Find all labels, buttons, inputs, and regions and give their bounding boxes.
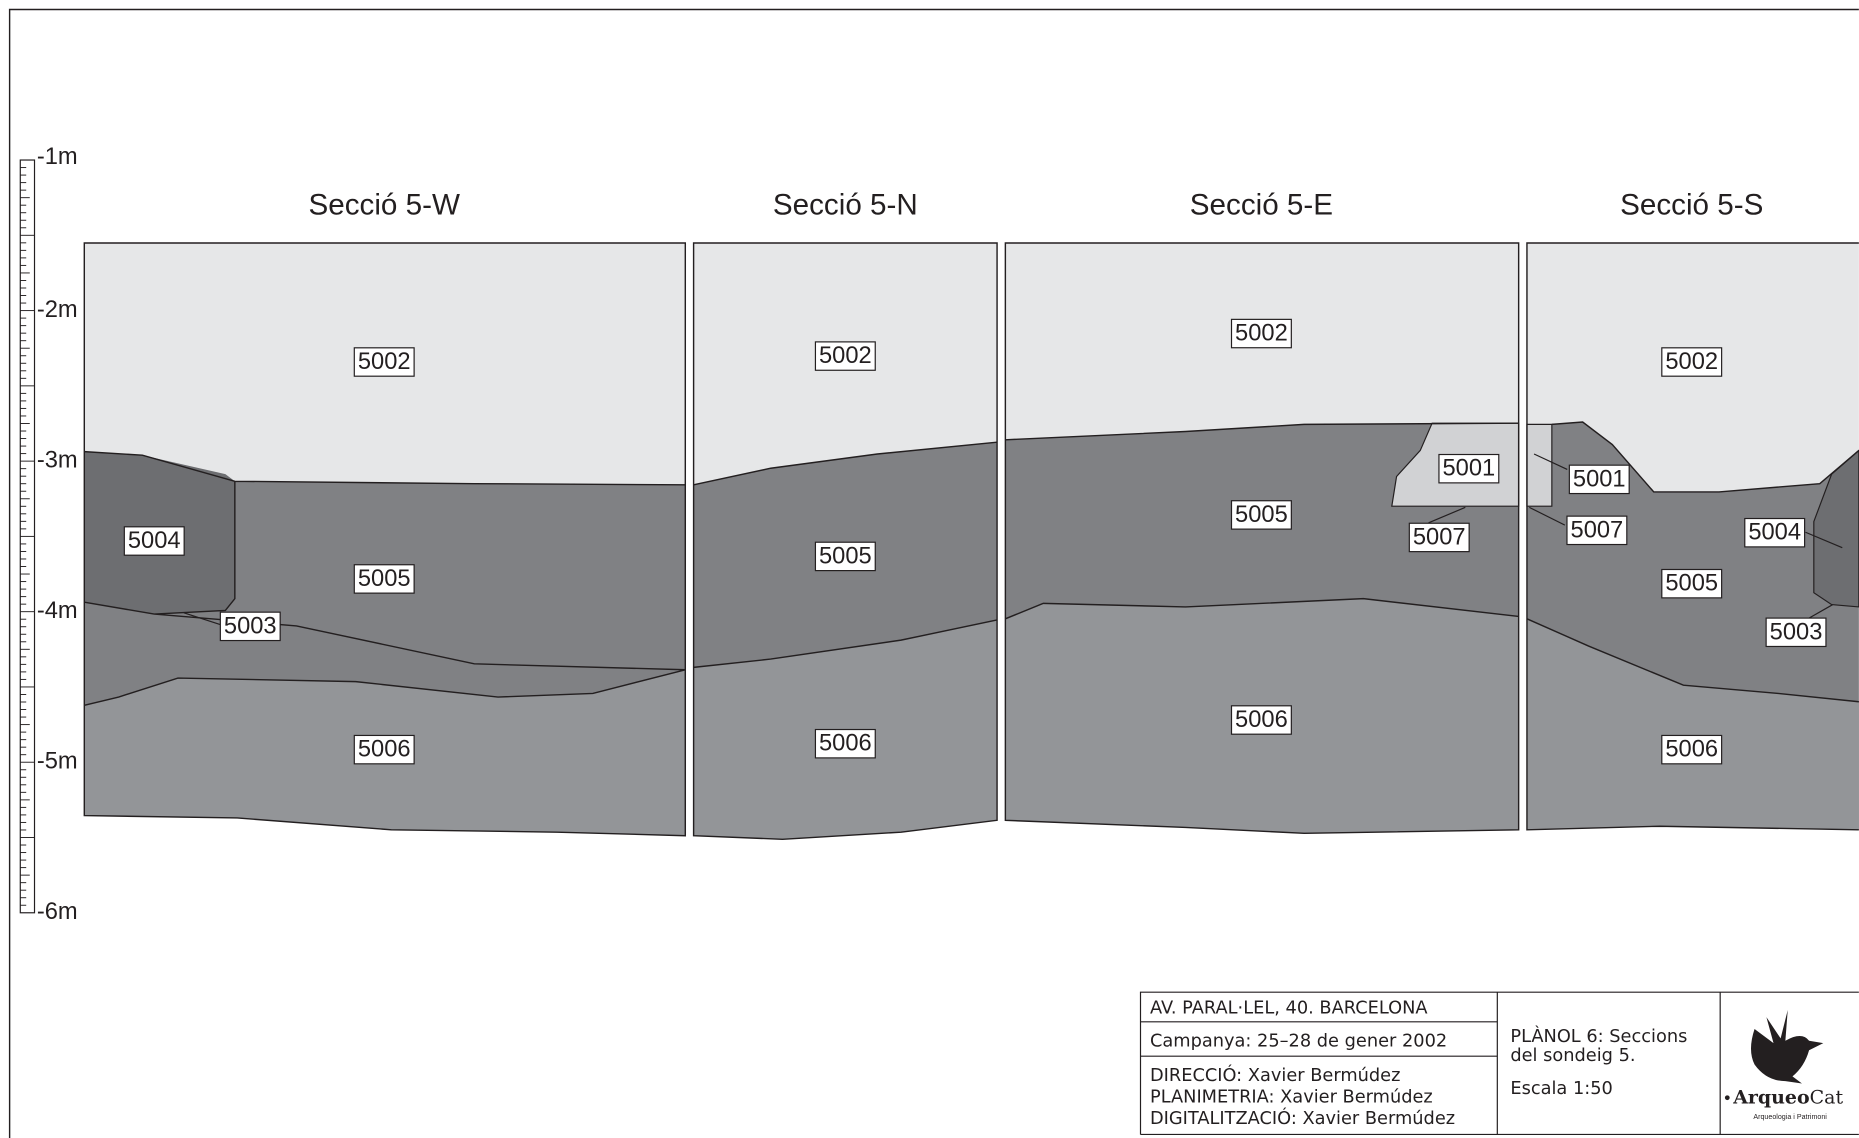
plan-title: del sondeig 5. xyxy=(1510,1045,1635,1066)
layer-label: 5007 xyxy=(1413,524,1466,550)
logo-name: Cat xyxy=(1810,1087,1844,1109)
label-box xyxy=(814,341,876,371)
label-box xyxy=(353,734,415,765)
layer-label: 5006 xyxy=(1665,737,1718,763)
label-box xyxy=(1661,347,1723,377)
logo-bird xyxy=(1750,1009,1824,1084)
label-box xyxy=(1408,522,1470,553)
label-box xyxy=(1230,500,1292,530)
layer-label: 5005 xyxy=(358,566,411,592)
logo: ArqueoCat Arqueologia i Patrimoni xyxy=(1724,1009,1843,1121)
site-name: AV. PARAL·LEL, 40. BARCELONA xyxy=(1150,998,1428,1019)
layer-5006 xyxy=(1526,618,1859,830)
layer-boundaries xyxy=(1526,421,1859,703)
label-box xyxy=(1230,705,1292,735)
layer-boundaries xyxy=(693,441,998,669)
layer-boundaries xyxy=(84,450,686,707)
depth-scale xyxy=(19,159,36,914)
layer-label: 5005 xyxy=(1235,502,1288,528)
layer-label: 5004 xyxy=(128,528,181,554)
layer-label: 5002 xyxy=(358,349,411,375)
label-box xyxy=(814,541,876,572)
label-box xyxy=(1744,517,1806,548)
depth-label: -1m xyxy=(37,144,78,170)
layer-label: 5006 xyxy=(819,731,872,757)
section-title: Secció 5-S xyxy=(1620,189,1763,222)
credit: PLANIMETRIA: Xavier Bermúdez xyxy=(1150,1086,1433,1107)
label-box xyxy=(1230,318,1292,349)
label-box xyxy=(353,347,415,377)
label-box xyxy=(1661,568,1723,599)
label-box xyxy=(123,526,185,556)
layer-label: 5001 xyxy=(1443,456,1496,482)
label-box xyxy=(814,728,876,759)
sheet-border xyxy=(8,8,1859,1138)
label-box xyxy=(1568,464,1630,495)
layer-label: 5002 xyxy=(1235,321,1288,347)
label-box xyxy=(353,564,415,594)
leader-line xyxy=(1807,604,1834,620)
layer-label: 5001 xyxy=(1573,466,1626,492)
layer-label: 5005 xyxy=(819,543,872,569)
title-block-frame xyxy=(1139,991,1859,1136)
section-outline xyxy=(83,242,687,837)
section-w xyxy=(83,242,687,837)
depth-label: -4m xyxy=(37,598,78,624)
svg-text:ArqueoCat: ArqueoCat xyxy=(1732,1087,1843,1109)
layer-label: 5003 xyxy=(224,613,277,639)
section-outline xyxy=(1526,242,1859,831)
leader-line xyxy=(1428,506,1466,524)
section-outline xyxy=(1004,242,1520,835)
label-box xyxy=(1765,617,1827,648)
leader-line xyxy=(1533,453,1568,470)
credit: DIRECCIÓ: Xavier Bermúdez xyxy=(1150,1064,1400,1086)
layer-label: 5006 xyxy=(358,737,411,763)
section-title: Secció 5-E xyxy=(1190,189,1333,222)
layer-label: 5002 xyxy=(819,343,872,369)
layer-label: 5004 xyxy=(1748,520,1801,546)
label-box xyxy=(1566,515,1628,546)
plan-title: PLÀNOL 6: Seccions xyxy=(1510,1025,1687,1047)
label-box xyxy=(1661,734,1723,765)
title-block: AV. PARAL·LEL, 40. BARCELONA Campanya: 2… xyxy=(1139,991,1859,1136)
logo-name: Arqueo xyxy=(1732,1087,1809,1109)
layer-label: 5003 xyxy=(1770,619,1823,645)
leader-line xyxy=(183,612,221,626)
plan-scale: Escala 1:50 xyxy=(1510,1078,1613,1099)
depth-label: -6m xyxy=(37,899,78,925)
layer-label: 5006 xyxy=(1235,707,1288,733)
layer-label: 5005 xyxy=(1665,571,1718,597)
logo-dot xyxy=(1724,1095,1730,1101)
layer-label: 5002 xyxy=(1665,349,1718,375)
layer-5001 xyxy=(1526,423,1553,507)
depth-label: -2m xyxy=(37,297,78,323)
leader-line xyxy=(1529,506,1566,526)
campaign: Campanya: 25–28 de gener 2002 xyxy=(1150,1031,1447,1052)
leader-line xyxy=(1805,531,1843,549)
label-box xyxy=(219,611,281,642)
depth-label: -5m xyxy=(37,748,78,774)
section-n xyxy=(692,242,998,840)
section-e xyxy=(1004,242,1520,835)
section-title: Secció 5-W xyxy=(308,189,459,222)
credit: DIGITALITZACIÓ: Xavier Bermúdez xyxy=(1150,1107,1455,1129)
depth-label: -3m xyxy=(37,447,78,473)
label-box xyxy=(1438,453,1500,484)
layer-boundaries xyxy=(1005,422,1519,620)
logo-tagline: Arqueologia i Patrimoni xyxy=(1753,1113,1827,1121)
section-title: Secció 5-N xyxy=(773,189,918,222)
layer-label: 5007 xyxy=(1571,517,1624,543)
section-outline xyxy=(692,242,998,840)
